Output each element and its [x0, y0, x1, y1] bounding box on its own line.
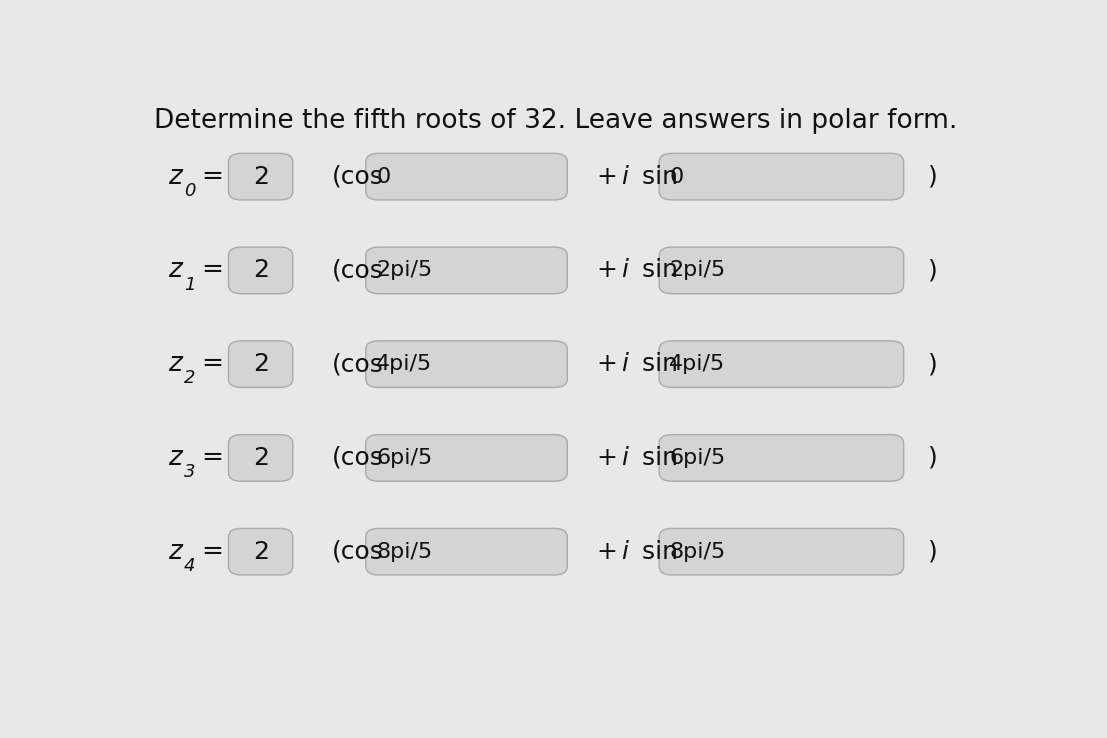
- FancyBboxPatch shape: [659, 341, 903, 387]
- FancyBboxPatch shape: [228, 247, 292, 294]
- Text: +: +: [598, 258, 627, 283]
- Text: +: +: [598, 352, 627, 376]
- Text: 2pi/5: 2pi/5: [670, 261, 726, 280]
- Text: =: =: [201, 445, 223, 471]
- Text: i: i: [621, 446, 629, 470]
- FancyBboxPatch shape: [365, 528, 568, 575]
- Text: 2: 2: [252, 446, 269, 470]
- Text: Determine the fifth roots of 32. Leave answers in polar form.: Determine the fifth roots of 32. Leave a…: [154, 108, 958, 134]
- Text: z: z: [168, 258, 183, 283]
- FancyBboxPatch shape: [365, 341, 568, 387]
- Text: (cos: (cos: [331, 539, 383, 564]
- Text: 1: 1: [184, 275, 195, 294]
- Text: ): ): [928, 258, 938, 283]
- FancyBboxPatch shape: [228, 528, 292, 575]
- Text: +: +: [598, 165, 627, 189]
- Text: z: z: [168, 445, 183, 471]
- Text: +: +: [598, 539, 627, 564]
- FancyBboxPatch shape: [228, 435, 292, 481]
- Text: 0: 0: [376, 167, 391, 187]
- FancyBboxPatch shape: [365, 435, 568, 481]
- Text: 2: 2: [252, 165, 269, 189]
- Text: ): ): [928, 352, 938, 376]
- Text: 2: 2: [252, 352, 269, 376]
- FancyBboxPatch shape: [228, 154, 292, 200]
- Text: 0: 0: [184, 182, 195, 200]
- Text: 0: 0: [670, 167, 684, 187]
- Text: ): ): [928, 539, 938, 564]
- Text: 3: 3: [184, 463, 195, 481]
- FancyBboxPatch shape: [365, 247, 568, 294]
- Text: 2: 2: [252, 258, 269, 283]
- Text: 6pi/5: 6pi/5: [376, 448, 432, 468]
- Text: 8pi/5: 8pi/5: [376, 542, 432, 562]
- Text: z: z: [168, 164, 183, 190]
- Text: 2: 2: [252, 539, 269, 564]
- Text: sin: sin: [634, 258, 679, 283]
- FancyBboxPatch shape: [659, 528, 903, 575]
- Text: =: =: [201, 164, 223, 190]
- FancyBboxPatch shape: [228, 341, 292, 387]
- Text: ): ): [928, 165, 938, 189]
- Text: 2pi/5: 2pi/5: [376, 261, 432, 280]
- Text: sin: sin: [634, 446, 679, 470]
- Text: +: +: [598, 446, 627, 470]
- Text: ): ): [928, 446, 938, 470]
- Text: =: =: [201, 258, 223, 283]
- FancyBboxPatch shape: [659, 247, 903, 294]
- Text: sin: sin: [634, 539, 679, 564]
- Text: i: i: [621, 352, 629, 376]
- Text: z: z: [168, 539, 183, 565]
- Text: i: i: [621, 165, 629, 189]
- Text: (cos: (cos: [331, 165, 383, 189]
- Text: z: z: [168, 351, 183, 377]
- Text: 4: 4: [184, 557, 195, 575]
- Text: (cos: (cos: [331, 352, 383, 376]
- Text: 4pi/5: 4pi/5: [670, 354, 726, 374]
- Text: 2: 2: [184, 370, 195, 387]
- Text: =: =: [201, 351, 223, 377]
- Text: (cos: (cos: [331, 446, 383, 470]
- FancyBboxPatch shape: [365, 154, 568, 200]
- Text: =: =: [201, 539, 223, 565]
- FancyBboxPatch shape: [659, 154, 903, 200]
- Text: 8pi/5: 8pi/5: [670, 542, 726, 562]
- Text: 4pi/5: 4pi/5: [376, 354, 432, 374]
- Text: (cos: (cos: [331, 258, 383, 283]
- Text: sin: sin: [634, 352, 679, 376]
- Text: sin: sin: [634, 165, 679, 189]
- Text: 6pi/5: 6pi/5: [670, 448, 726, 468]
- FancyBboxPatch shape: [659, 435, 903, 481]
- Text: i: i: [621, 258, 629, 283]
- Text: i: i: [621, 539, 629, 564]
